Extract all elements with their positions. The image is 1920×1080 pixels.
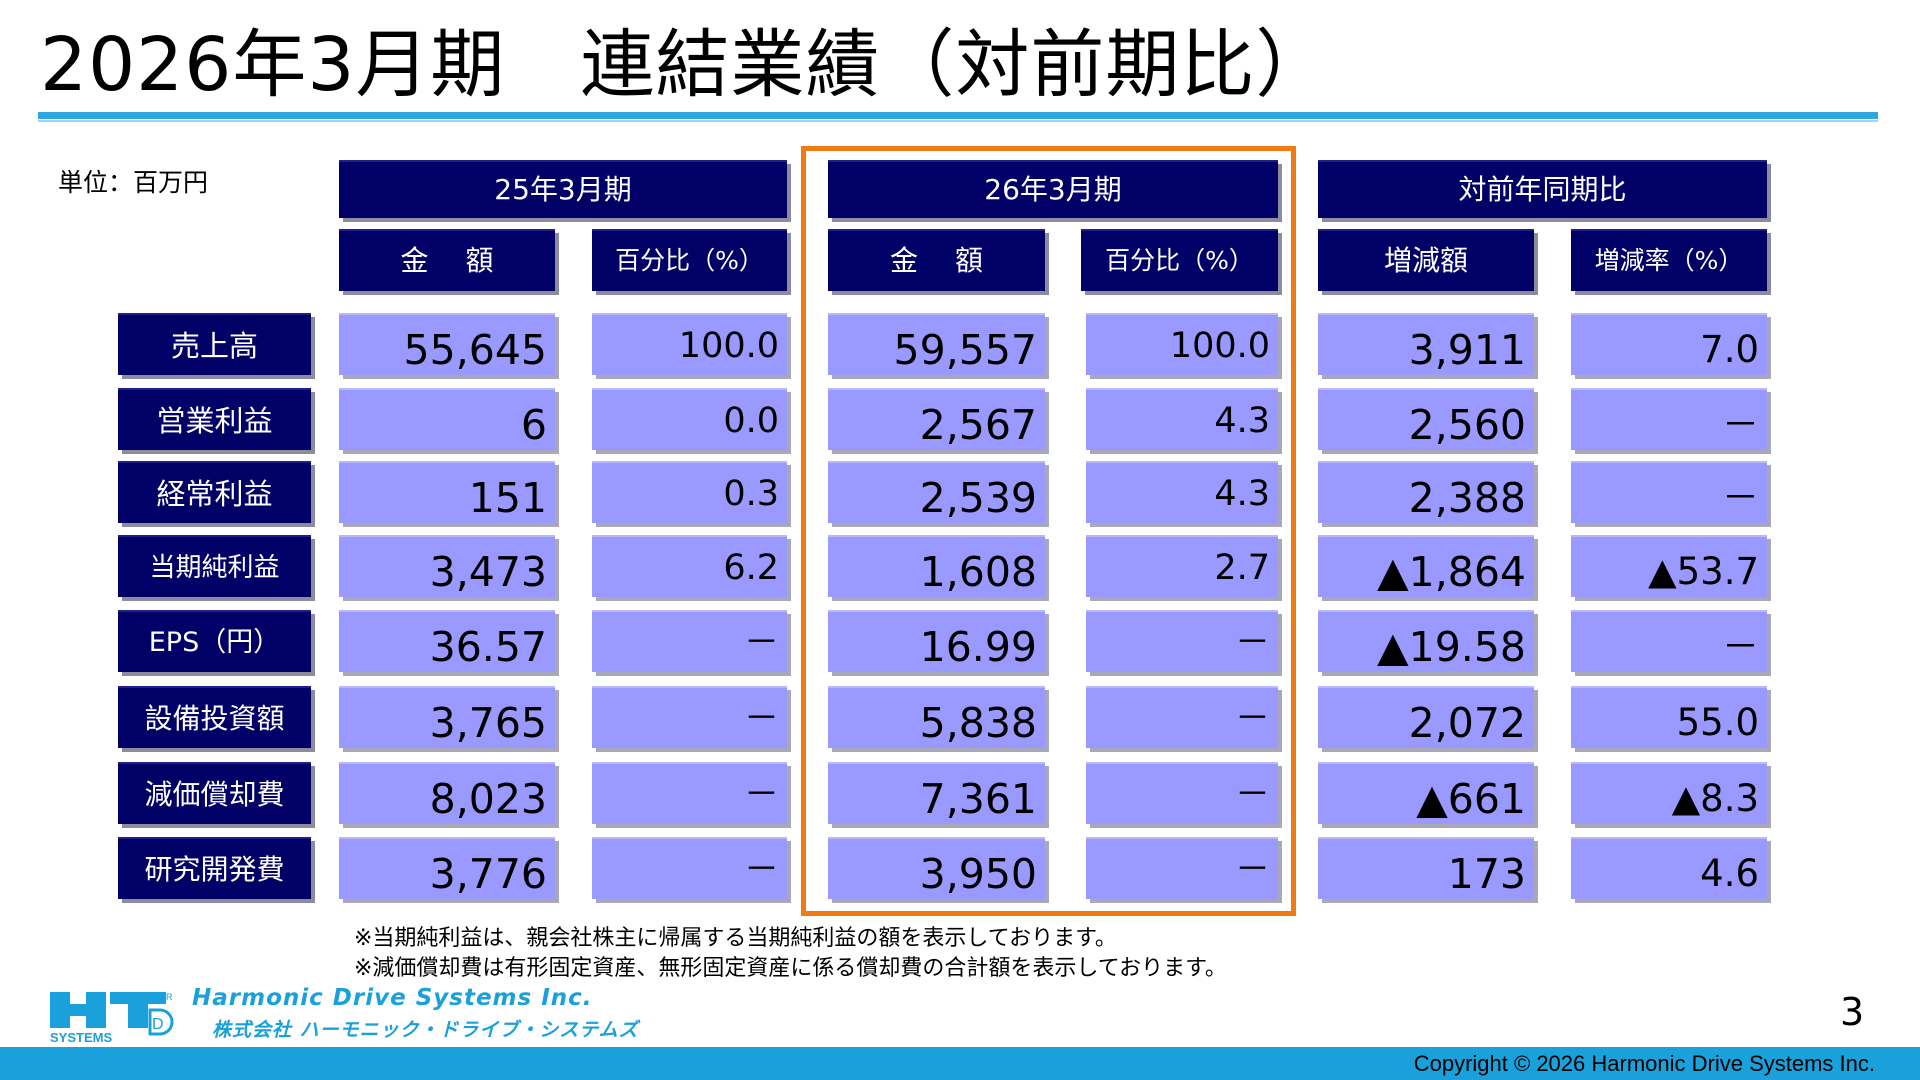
subheader-prev-amount: 金 額 [339, 229, 555, 291]
curr-amount: 2,539 [828, 461, 1045, 523]
row-label: 研究開発費 [118, 837, 311, 899]
curr-amount: 7,361 [828, 762, 1045, 824]
curr-ratio: 4.3 [1086, 388, 1278, 450]
title-underline-shadow [38, 120, 1878, 122]
change: 3,911 [1318, 313, 1534, 375]
prev-ratio: － [592, 837, 787, 899]
company-logo-icon: D SYSTEMS R [50, 992, 174, 1044]
page-title: 2026年3月期 連結業績（対前期比） [40, 22, 1331, 108]
curr-ratio: 4.3 [1086, 461, 1278, 523]
curr-ratio: － [1086, 762, 1278, 824]
change-rate: － [1571, 461, 1767, 523]
prev-ratio: － [592, 610, 787, 672]
subheader-change-rate: 増減率（%） [1571, 229, 1767, 291]
prev-ratio: － [592, 762, 787, 824]
row-label: 経常利益 [118, 461, 311, 523]
change: 2,072 [1318, 686, 1534, 748]
change-rate: 4.6 [1571, 837, 1767, 899]
curr-amount: 1,608 [828, 535, 1045, 597]
subheader-prev-ratio: 百分比（%） [592, 229, 787, 291]
curr-ratio: － [1086, 610, 1278, 672]
row-label: 減価償却費 [118, 762, 311, 824]
prev-amount: 151 [339, 461, 555, 523]
company-name-jp: 株式会社 ハーモニック・ドライブ・システムズ [212, 1019, 639, 1041]
prev-amount: 55,645 [339, 313, 555, 375]
curr-amount: 59,557 [828, 313, 1045, 375]
company-name-en: Harmonic Drive Systems Inc. [192, 985, 593, 1011]
change-rate: － [1571, 610, 1767, 672]
change: ▲19.58 [1318, 610, 1534, 672]
curr-ratio: － [1086, 837, 1278, 899]
footnotes: ※当期純利益は、親会社株主に帰属する当期純利益の額を表示しております。 ※減価償… [354, 924, 1227, 984]
header-yoy: 対前年同期比 [1318, 160, 1767, 218]
change: 173 [1318, 837, 1534, 899]
curr-amount: 2,567 [828, 388, 1045, 450]
row-label: 設備投資額 [118, 686, 311, 748]
change-rate: 7.0 [1571, 313, 1767, 375]
row-label: 営業利益 [118, 388, 311, 450]
subheader-curr-ratio: 百分比（%） [1081, 229, 1278, 291]
change: ▲661 [1318, 762, 1534, 824]
change-rate: － [1571, 388, 1767, 450]
copyright: Copyright © 2026 Harmonic Drive Systems … [1413, 1051, 1875, 1076]
change: 2,560 [1318, 388, 1534, 450]
page-number: 3 [1840, 990, 1865, 1034]
change-rate: ▲8.3 [1571, 762, 1767, 824]
prev-ratio: － [592, 686, 787, 748]
prev-ratio: 100.0 [592, 313, 787, 375]
prev-amount: 6 [339, 388, 555, 450]
header-prev-year: 25年3月期 [339, 160, 787, 218]
change-rate: 55.0 [1571, 686, 1767, 748]
row-label: 当期純利益 [118, 535, 311, 597]
change: ▲1,864 [1318, 535, 1534, 597]
change-rate: ▲53.7 [1571, 535, 1767, 597]
change: 2,388 [1318, 461, 1534, 523]
curr-amount: 5,838 [828, 686, 1045, 748]
unit-label: 単位：百万円 [58, 168, 209, 197]
curr-amount: 3,950 [828, 837, 1045, 899]
row-label: EPS（円） [118, 610, 311, 672]
current-year-highlight [801, 146, 1296, 916]
title-underline [38, 112, 1878, 119]
prev-amount: 36.57 [339, 610, 555, 672]
subheader-curr-amount: 金 額 [828, 229, 1045, 291]
prev-amount: 8,023 [339, 762, 555, 824]
prev-ratio: 0.0 [592, 388, 787, 450]
curr-amount: 16.99 [828, 610, 1045, 672]
subheader-change: 増減額 [1318, 229, 1534, 291]
curr-ratio: － [1086, 686, 1278, 748]
svg-text:D: D [152, 1016, 164, 1033]
prev-amount: 3,776 [339, 837, 555, 899]
prev-ratio: 6.2 [592, 535, 787, 597]
footnote: ※当期純利益は、親会社株主に帰属する当期純利益の額を表示しております。 [354, 926, 1117, 951]
svg-text:R: R [166, 992, 173, 1002]
header-curr-year: 26年3月期 [828, 160, 1278, 218]
prev-amount: 3,765 [339, 686, 555, 748]
footnote: ※減価償却費は有形固定資産、無形固定資産に係る償却費の合計額を表示しております。 [354, 956, 1227, 981]
row-label: 売上高 [118, 313, 311, 375]
footer-bar [0, 1047, 1920, 1080]
prev-ratio: 0.3 [592, 461, 787, 523]
curr-ratio: 2.7 [1086, 535, 1278, 597]
curr-ratio: 100.0 [1086, 313, 1278, 375]
prev-amount: 3,473 [339, 535, 555, 597]
svg-text:SYSTEMS: SYSTEMS [50, 1030, 112, 1044]
